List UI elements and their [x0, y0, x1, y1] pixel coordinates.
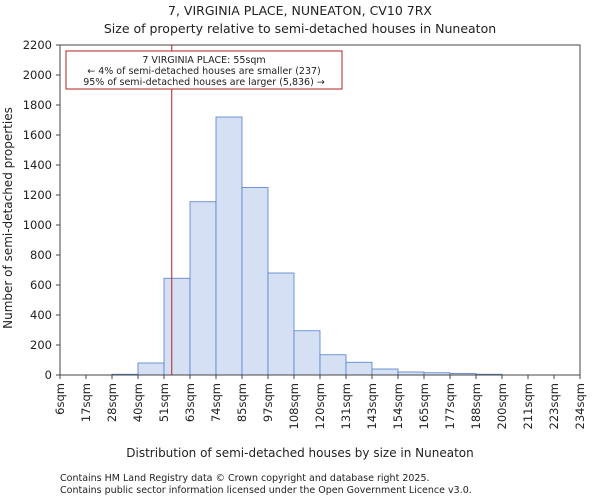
- chart-subtitle: Size of property relative to semi-detach…: [104, 21, 496, 36]
- footer-line-1: Contains HM Land Registry data © Crown c…: [60, 473, 430, 484]
- x-tick-label: 200sqm: [495, 383, 509, 429]
- footer-line-2: Contains public sector information licen…: [60, 485, 472, 496]
- x-tick-label: 211sqm: [521, 383, 535, 429]
- annotation-frame: [65, 50, 343, 90]
- y-axis: 0 200 400 600 800 1000 1200 1400 1600 1800 2000 220…: [23, 38, 60, 382]
- bars-group: [111, 116, 503, 376]
- bar: [345, 361, 373, 376]
- x-tick-label: 108sqm: [287, 383, 301, 429]
- y-tick-label: 0: [45, 368, 52, 382]
- x-tick-label: 188sqm: [469, 383, 483, 429]
- bar: [293, 330, 321, 376]
- bar: [137, 362, 165, 376]
- x-tick-label: 17sqm: [79, 383, 93, 422]
- bar: [163, 277, 191, 376]
- y-tick-label: 2000: [23, 68, 52, 82]
- x-tick-label: 234sqm: [573, 383, 587, 429]
- x-tick-label: 85sqm: [235, 383, 249, 422]
- y-axis-label: Number of semi-detached properties: [1, 107, 15, 329]
- bar: [241, 187, 269, 376]
- plot-frame: [59, 44, 581, 376]
- bar: [371, 368, 399, 376]
- y-tick-label: 1600: [23, 128, 52, 142]
- x-tick-label: 143sqm: [365, 383, 379, 429]
- y-tick-label: 200: [30, 338, 52, 352]
- x-tick-label: 74sqm: [209, 383, 223, 422]
- y-tick-label: 1400: [23, 158, 52, 172]
- annotation-line-3: 95% of semi-detached houses are larger (…: [83, 77, 325, 88]
- annotation-line-1: 7 VIRGINIA PLACE: 55sqm: [142, 55, 265, 66]
- x-tick-label: 6sqm: [53, 383, 67, 415]
- bar: [215, 116, 243, 376]
- y-tick-label: 1200: [23, 188, 52, 202]
- y-tick-label: 400: [30, 308, 52, 322]
- x-axis: 6sqm 17sqm 28sqm 40sqm 51sqm 63sqm 74sqm 85sqm 9…: [53, 375, 587, 429]
- x-tick-label: 120sqm: [313, 383, 327, 429]
- x-tick-label: 131sqm: [339, 383, 353, 429]
- x-tick-label: 51sqm: [157, 383, 171, 422]
- x-tick-label: 223sqm: [547, 383, 561, 429]
- y-tick-label: 800: [30, 248, 52, 262]
- y-tick-label: 2200: [23, 38, 52, 52]
- chart-title: 7, VIRGINIA PLACE, NUNEATON, CV10 7RX: [168, 3, 432, 18]
- x-tick-label: 165sqm: [417, 383, 431, 429]
- x-tick-label: 154sqm: [391, 383, 405, 429]
- annotation-box: 7 VIRGINIA PLACE: 55sqm ← 4% of semi-det…: [65, 50, 343, 90]
- y-tick-label: 1800: [23, 98, 52, 112]
- bar: [189, 201, 217, 376]
- bar: [267, 272, 295, 376]
- x-tick-label: 63sqm: [183, 383, 197, 422]
- bar: [319, 354, 347, 376]
- annotation-line-2: ← 4% of semi-detached houses are smaller…: [87, 66, 321, 77]
- x-tick-label: 28sqm: [105, 383, 119, 422]
- x-axis-label: Distribution of semi-detached houses by …: [126, 446, 473, 460]
- x-tick-label: 97sqm: [261, 383, 275, 422]
- x-tick-label: 177sqm: [443, 383, 457, 429]
- x-tick-label: 40sqm: [131, 383, 145, 422]
- y-tick-label: 1000: [23, 218, 52, 232]
- y-tick-label: 600: [30, 278, 52, 292]
